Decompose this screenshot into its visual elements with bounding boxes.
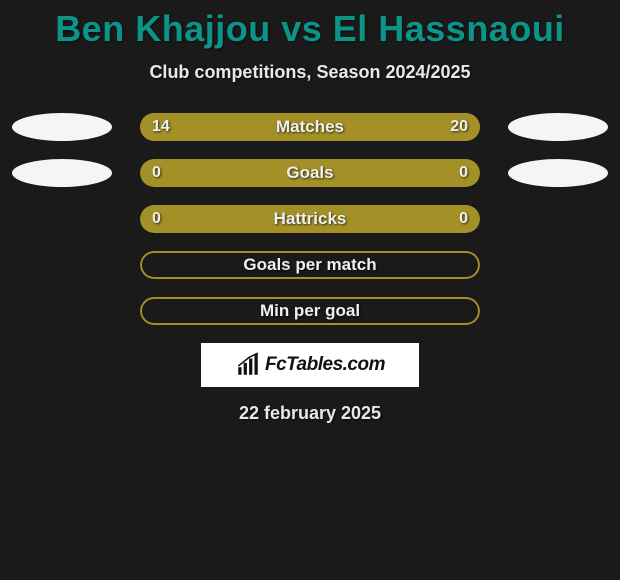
stat-label: Goals per match xyxy=(243,255,376,275)
stat-bar-matches: 14 Matches 20 xyxy=(140,113,480,141)
stat-label: Goals xyxy=(286,163,333,183)
stat-row-goals: 0 Goals 0 xyxy=(0,159,620,187)
generated-date: 22 february 2025 xyxy=(0,403,620,424)
player-right-oval xyxy=(508,113,608,141)
stat-value-left: 0 xyxy=(152,210,161,228)
stat-label: Hattricks xyxy=(274,209,347,229)
page-title: Ben Khajjou vs El Hassnaoui xyxy=(0,8,620,50)
player-right-oval xyxy=(508,159,608,187)
stat-row-hattricks: 0 Hattricks 0 xyxy=(0,205,620,233)
stat-row-mpg: Min per goal xyxy=(0,297,620,325)
logo-text: FcTables.com xyxy=(265,354,385,376)
stat-row-matches: 14 Matches 20 xyxy=(0,113,620,141)
stat-row-gpm: Goals per match xyxy=(0,251,620,279)
stat-value-left: 0 xyxy=(152,164,161,182)
player-left-oval xyxy=(12,159,112,187)
stat-bar-hattricks: 0 Hattricks 0 xyxy=(140,205,480,233)
logo-inner: FcTables.com xyxy=(235,352,385,378)
stat-value-left: 14 xyxy=(152,118,170,136)
stat-bar-mpg: Min per goal xyxy=(140,297,480,325)
stat-bar-gpm: Goals per match xyxy=(140,251,480,279)
logo-panel: FcTables.com xyxy=(201,343,419,387)
stat-bar-goals: 0 Goals 0 xyxy=(140,159,480,187)
page-subtitle: Club competitions, Season 2024/2025 xyxy=(0,62,620,83)
stat-label: Matches xyxy=(276,117,344,137)
stat-value-right: 20 xyxy=(450,118,468,136)
barchart-icon xyxy=(235,352,261,378)
stat-value-right: 0 xyxy=(459,164,468,182)
stat-value-right: 0 xyxy=(459,210,468,228)
comparison-infographic: Ben Khajjou vs El Hassnaoui Club competi… xyxy=(0,0,620,424)
player-left-oval xyxy=(12,113,112,141)
stat-label: Min per goal xyxy=(260,301,360,321)
